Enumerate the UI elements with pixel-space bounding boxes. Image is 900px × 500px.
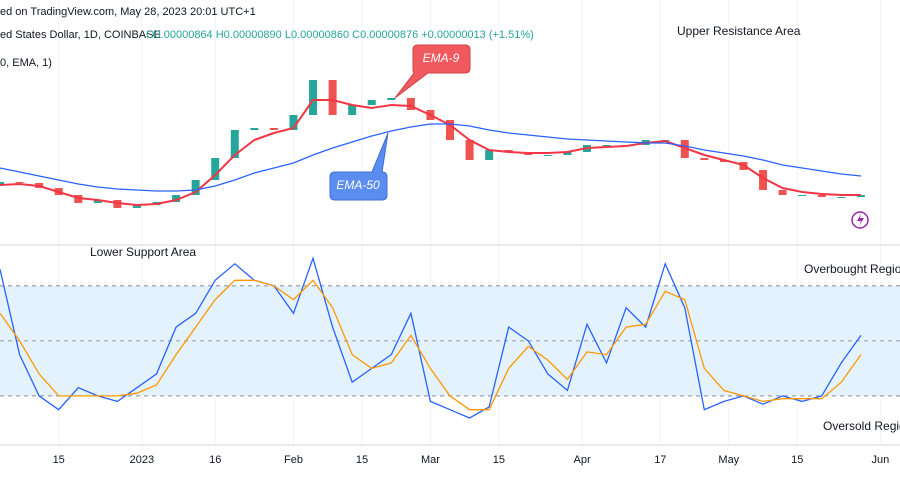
x-tick-label: 2023 xyxy=(130,454,154,466)
alert-icon[interactable] xyxy=(851,211,869,229)
candle xyxy=(543,155,552,156)
candle xyxy=(563,152,572,155)
x-tick-label: 16 xyxy=(209,454,221,466)
ema-line xyxy=(0,123,861,192)
candle xyxy=(93,200,102,203)
candle xyxy=(798,195,807,196)
x-tick-label: May xyxy=(718,454,739,466)
candle xyxy=(602,145,611,146)
rsi-line xyxy=(0,256,862,419)
header-source: ed on TradingView.com, May 28, 2023 20:0… xyxy=(0,6,256,18)
candle xyxy=(387,98,396,100)
candle xyxy=(0,182,4,185)
annotation: Oversold Region xyxy=(823,419,900,433)
alert-icon-bolt xyxy=(857,214,864,226)
annotation: Lower Support Area xyxy=(90,245,196,259)
header-indicator: 0, EMA, 1) xyxy=(0,57,52,69)
ema9-callout xyxy=(394,44,471,99)
candle xyxy=(230,130,239,158)
header-ohlc: O0.00000864 H0.00000890 L0.00000860 C0.0… xyxy=(146,29,534,41)
candle xyxy=(367,100,376,105)
ema9-callout-label: EMA-9 xyxy=(423,51,460,65)
candle xyxy=(485,150,494,160)
rsi-band xyxy=(0,285,900,397)
candle xyxy=(778,190,787,195)
candle xyxy=(328,80,337,115)
x-tick-label: 15 xyxy=(791,454,803,466)
candle xyxy=(817,195,826,197)
candle xyxy=(289,115,298,130)
candle xyxy=(172,195,181,202)
x-tick-label: Jun xyxy=(872,454,890,466)
candle xyxy=(406,98,415,110)
candle xyxy=(309,80,318,115)
annotation: Upper Resistance Area xyxy=(677,24,801,38)
candle xyxy=(348,105,357,115)
candle xyxy=(15,182,24,183)
candle xyxy=(211,158,220,180)
ema50-callout xyxy=(329,132,389,201)
x-tick-label: 15 xyxy=(356,454,368,466)
candle xyxy=(700,158,709,160)
candle xyxy=(759,170,768,190)
candle xyxy=(269,128,278,130)
candle xyxy=(465,140,474,160)
x-tick-label: Feb xyxy=(284,454,303,466)
candle xyxy=(837,197,846,198)
candle xyxy=(250,128,259,130)
marks: Upper Resistance Area 15 2023 16 Feb 15 Mar 15 A… xyxy=(0,24,900,466)
x-tick-label: 15 xyxy=(53,454,65,466)
annotation: Overbought Region xyxy=(804,262,900,276)
x-tick-label: Mar xyxy=(421,454,440,466)
x-tick-label: 15 xyxy=(493,454,505,466)
ema-line xyxy=(0,99,861,207)
ema50-callout-label: EMA-50 xyxy=(336,178,380,192)
candle xyxy=(191,180,200,195)
header-symbol: ed States Dollar, 1D, COINBASE xyxy=(0,29,161,41)
candle xyxy=(446,120,454,140)
x-tick-label: 17 xyxy=(654,454,666,466)
candle xyxy=(132,205,141,208)
rsi-line xyxy=(0,279,862,411)
x-tick-label: Apr xyxy=(574,454,591,466)
